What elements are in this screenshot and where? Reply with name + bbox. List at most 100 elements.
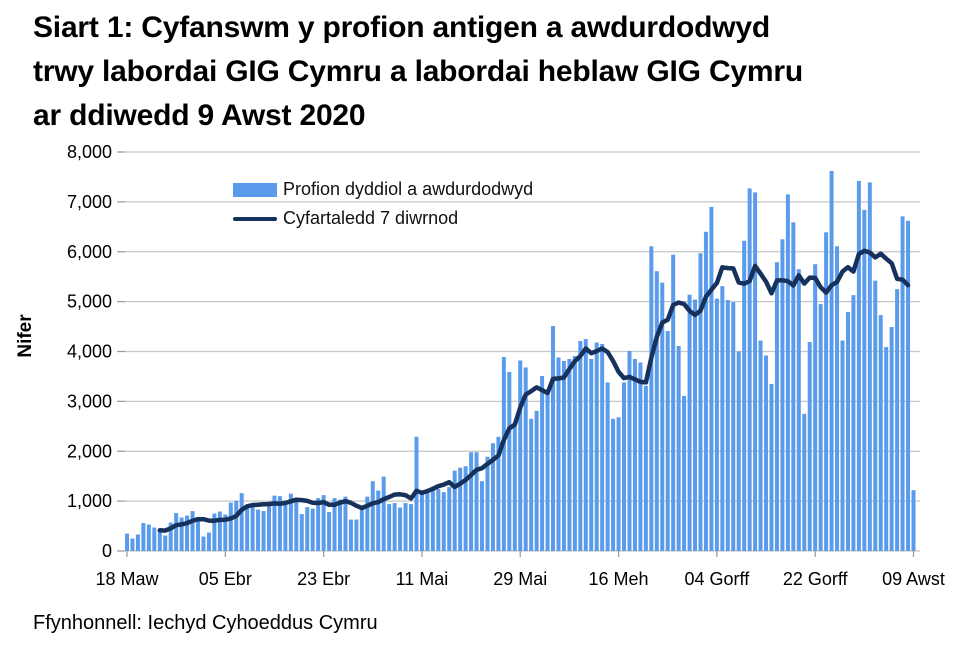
daily-tests-bar bbox=[267, 501, 272, 551]
daily-tests-bar bbox=[594, 342, 599, 551]
daily-tests-bar bbox=[135, 534, 140, 551]
daily-tests-bar bbox=[512, 425, 517, 551]
daily-tests-bar bbox=[321, 495, 326, 551]
daily-tests-bar bbox=[802, 413, 807, 551]
daily-tests-bar bbox=[529, 418, 534, 551]
daily-tests-bar bbox=[458, 467, 463, 551]
daily-tests-bar bbox=[911, 490, 916, 551]
daily-tests-bar bbox=[889, 327, 894, 551]
daily-tests-bar bbox=[294, 498, 299, 551]
daily-tests-bar bbox=[441, 492, 446, 551]
daily-tests-bar bbox=[796, 269, 801, 551]
daily-tests-bar bbox=[551, 326, 556, 551]
daily-tests-bar bbox=[168, 522, 173, 551]
daily-tests-bar bbox=[174, 513, 179, 551]
daily-tests-bar bbox=[643, 385, 648, 551]
daily-tests-bar bbox=[622, 382, 627, 551]
daily-tests-bar bbox=[359, 510, 364, 551]
daily-tests-bar bbox=[616, 417, 621, 551]
daily-tests-bar bbox=[190, 511, 195, 551]
daily-tests-bar bbox=[840, 340, 845, 551]
daily-tests-bar bbox=[693, 299, 698, 551]
daily-tests-bar bbox=[370, 481, 375, 551]
x-tick-label: 16 Meh bbox=[589, 569, 649, 589]
chart-title-line-1: Siart 1: Cyfanswm y profion antigen a aw… bbox=[33, 11, 770, 44]
y-tick-label: 8,000 bbox=[67, 142, 112, 162]
daily-tests-bar bbox=[742, 240, 747, 551]
daily-tests-bar bbox=[463, 466, 468, 551]
daily-tests-bar bbox=[277, 496, 282, 551]
daily-tests-bar bbox=[605, 382, 610, 551]
daily-tests-bar bbox=[878, 315, 883, 551]
daily-tests-bar bbox=[731, 302, 736, 551]
line-series-swatch-icon bbox=[233, 216, 277, 221]
y-tick-label: 3,000 bbox=[67, 391, 112, 411]
daily-tests-bar bbox=[256, 509, 261, 551]
chart-legend: Profion dyddiol a awdurdodwyd Cyfartaled… bbox=[233, 175, 533, 233]
daily-tests-bar bbox=[496, 436, 501, 551]
daily-tests-bar bbox=[436, 489, 441, 551]
daily-tests-bar bbox=[228, 502, 233, 551]
daily-tests-bar bbox=[873, 280, 878, 551]
daily-tests-bar bbox=[288, 493, 293, 551]
legend-item-daily-bars: Profion dyddiol a awdurdodwyd bbox=[233, 175, 533, 204]
y-tick-label: 7,000 bbox=[67, 192, 112, 212]
daily-tests-bar bbox=[179, 517, 184, 551]
y-tick-label: 5,000 bbox=[67, 292, 112, 312]
daily-tests-bar bbox=[856, 180, 861, 551]
daily-tests-bar bbox=[387, 504, 392, 551]
daily-tests-bar bbox=[523, 367, 528, 551]
daily-tests-bar bbox=[884, 347, 889, 551]
seven-day-average-line bbox=[157, 248, 911, 533]
legend-label-average-line: Cyfartaledd 7 diwrnod bbox=[283, 208, 459, 228]
daily-tests-bar bbox=[829, 170, 834, 551]
daily-tests-bar bbox=[627, 351, 632, 551]
daily-tests-bar bbox=[141, 523, 146, 551]
daily-tests-bar bbox=[785, 194, 790, 551]
daily-tests-bar bbox=[332, 498, 337, 551]
daily-tests-bar bbox=[845, 312, 850, 551]
daily-tests-bar bbox=[392, 503, 397, 551]
daily-tests-bar bbox=[305, 507, 310, 551]
daily-tests-bar bbox=[720, 286, 725, 551]
daily-tests-bar bbox=[736, 351, 741, 551]
daily-tests-bar bbox=[589, 358, 594, 551]
daily-tests-bar bbox=[906, 220, 911, 551]
daily-tests-bar bbox=[654, 271, 659, 551]
daily-tests-bar bbox=[780, 239, 785, 551]
daily-tests-bar bbox=[824, 232, 829, 552]
daily-tests-bar bbox=[223, 514, 228, 551]
x-tick-label: 05 Ebr bbox=[199, 569, 252, 589]
daily-tests-bar bbox=[130, 538, 135, 551]
daily-tests-bar bbox=[185, 515, 190, 551]
daily-tests-bar bbox=[611, 418, 616, 551]
daily-tests-bar bbox=[490, 443, 495, 551]
daily-tests-bar bbox=[725, 300, 730, 551]
daily-tests-bar bbox=[419, 490, 424, 551]
daily-tests-bar bbox=[747, 188, 752, 551]
daily-tests-bar bbox=[632, 358, 637, 551]
daily-tests-bar bbox=[398, 507, 403, 551]
daily-tests-bar bbox=[125, 533, 129, 551]
daily-tests-bar bbox=[343, 496, 348, 551]
daily-tests-bar bbox=[365, 496, 370, 551]
daily-tests-bar bbox=[163, 535, 168, 551]
daily-tests-bar bbox=[196, 518, 200, 551]
y-tick-label: 0 bbox=[102, 541, 112, 561]
daily-tests-bar bbox=[310, 508, 315, 551]
daily-tests-bar bbox=[518, 360, 523, 551]
daily-tests-bar bbox=[327, 512, 332, 551]
daily-tests-bar bbox=[146, 524, 151, 551]
daily-tests-bar bbox=[381, 476, 386, 551]
daily-tests-bar bbox=[867, 182, 872, 552]
daily-tests-bar bbox=[813, 264, 818, 551]
y-tick-label: 4,000 bbox=[67, 342, 112, 362]
y-tick-label: 6,000 bbox=[67, 242, 112, 262]
daily-tests-bar bbox=[452, 470, 457, 551]
bar-series-swatch-icon bbox=[233, 182, 277, 197]
daily-tests-bar bbox=[217, 511, 222, 551]
daily-tests-bar bbox=[769, 383, 774, 551]
daily-tests-bar bbox=[507, 371, 512, 551]
daily-tests-bar bbox=[895, 289, 900, 551]
